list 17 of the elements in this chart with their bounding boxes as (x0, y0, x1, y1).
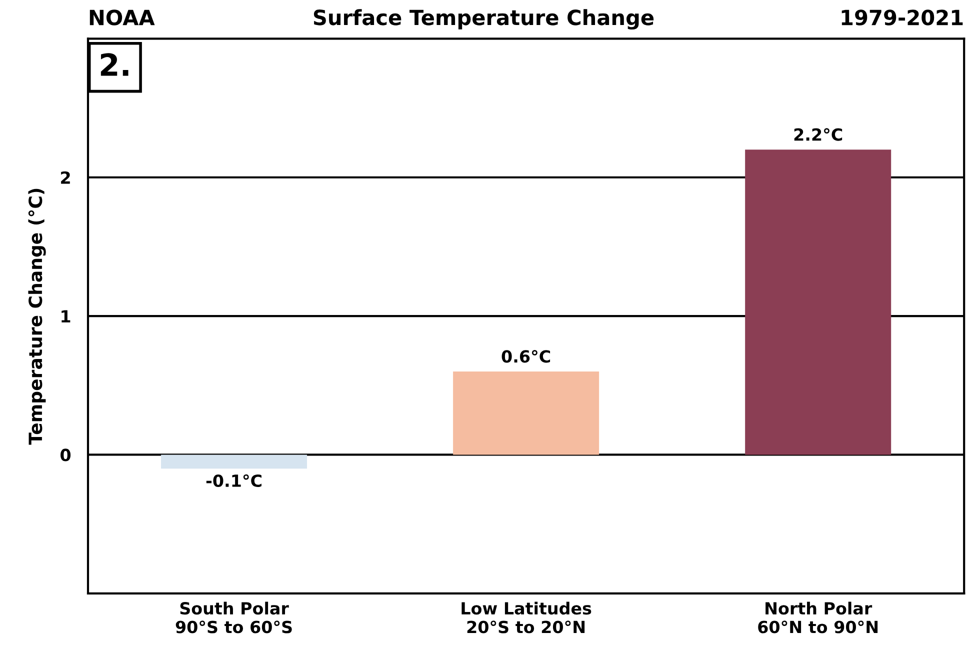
bar (745, 150, 892, 455)
y-tick-label: 0 (60, 448, 71, 462)
y-axis-title: Temperature Change (°C) (28, 188, 46, 445)
text: NOAA (90, 10, 155, 26)
data-label: 0.6°C (502, 350, 550, 363)
data-label: 2.2°C (794, 128, 842, 141)
bar (453, 372, 600, 455)
text: 1979-2021 (842, 10, 963, 26)
annotation: 2. (100, 53, 128, 76)
chart-title: Surface Temperature Change (314, 9, 654, 30)
y-tick-label: 2 (61, 171, 70, 184)
x-tick-label: South Polar 90°S to 60°S (176, 602, 292, 634)
y-tick-label: 1 (62, 310, 70, 322)
x-tick-label: North Polar 60°N to 90°N (758, 602, 878, 634)
x-tick-label: Low Latitudes 20°S to 20°N (462, 602, 592, 634)
data-label: -0.1°C (206, 474, 262, 488)
bar (161, 454, 308, 469)
